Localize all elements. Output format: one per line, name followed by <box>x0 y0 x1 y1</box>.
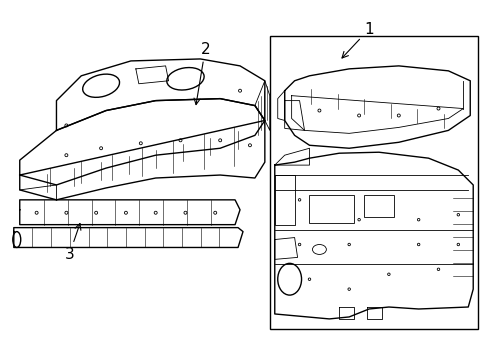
Bar <box>364 195 393 217</box>
Text: 3: 3 <box>64 224 81 262</box>
Bar <box>269 36 477 329</box>
Bar <box>309 195 353 223</box>
Text: 2: 2 <box>194 41 210 105</box>
Text: 1: 1 <box>341 22 373 58</box>
